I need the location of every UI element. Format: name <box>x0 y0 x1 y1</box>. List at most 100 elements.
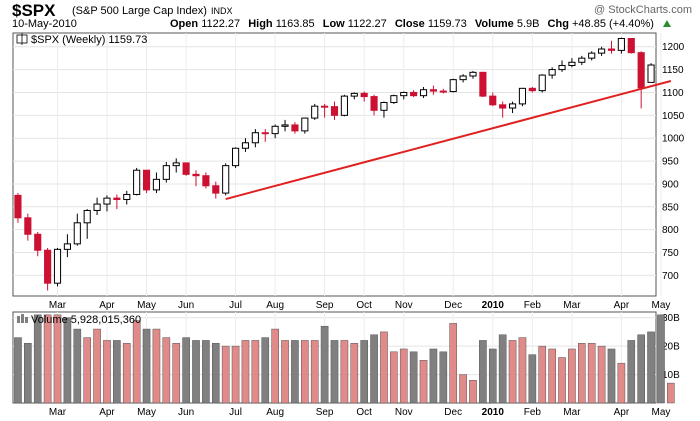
volume-bar <box>449 323 458 404</box>
volume-bar <box>33 314 42 404</box>
volume-bar <box>617 362 626 404</box>
candle-body <box>598 48 606 54</box>
price-x-tick-label: Jun <box>178 300 194 311</box>
exchange-label: INDX <box>210 6 233 16</box>
volume-value: 5.9B <box>516 18 540 30</box>
volume-x-tick-label: Mar <box>49 407 67 418</box>
price-tick-label: 1150 <box>662 65 684 76</box>
candle <box>63 234 71 258</box>
volume-x-tick-label: Apr <box>99 407 115 418</box>
volume-bar <box>508 340 517 404</box>
volume-bar <box>261 337 270 404</box>
candle-body <box>182 162 190 175</box>
candle-body <box>301 117 309 132</box>
volume-bar <box>271 328 279 404</box>
volume-bar <box>172 343 181 404</box>
candle-body <box>321 105 329 108</box>
volume-bar <box>221 345 230 404</box>
price-tick-label: 950 <box>662 157 679 168</box>
volume-bar <box>93 328 101 404</box>
volume-bar <box>399 348 408 404</box>
price-tick-label: 900 <box>662 179 679 190</box>
volume-x-tick-label: May <box>651 407 670 418</box>
stockcharts-credit[interactable]: @ StockCharts.com <box>594 4 692 16</box>
candle <box>271 124 279 139</box>
candle <box>202 172 210 189</box>
close-value: 1159.73 <box>427 18 467 30</box>
volume-bar <box>162 337 171 404</box>
candle <box>281 119 289 132</box>
candle-body <box>93 203 101 211</box>
volume-bar <box>429 348 438 404</box>
candle <box>429 85 437 95</box>
up-arrow-icon <box>662 20 671 27</box>
legend-volume-icon <box>21 314 24 323</box>
volume-bar <box>370 334 378 404</box>
volume-label: Volume <box>474 18 514 30</box>
volume-bar <box>647 331 655 404</box>
candle-body <box>44 249 52 284</box>
description-text: (S&P 500 Large Cap Index) <box>72 5 207 17</box>
volume-bar <box>83 337 92 404</box>
candle <box>172 158 180 173</box>
candle <box>499 101 507 118</box>
candle <box>73 213 81 246</box>
legend-volume-icon <box>25 317 28 323</box>
candle-body <box>311 105 319 119</box>
candle <box>340 94 348 117</box>
low-value: 1122.27 <box>347 18 387 30</box>
volume-bar <box>43 314 52 404</box>
candle <box>627 37 635 54</box>
volume-x-tick-label: Dec <box>444 407 462 418</box>
volume-bar <box>291 340 299 404</box>
candle-body <box>588 52 596 59</box>
candle-body <box>380 102 388 111</box>
price-x-tick-label: May <box>137 300 156 311</box>
candle-body <box>439 90 447 93</box>
candle-body <box>192 173 200 177</box>
candle <box>83 209 91 239</box>
candle <box>44 247 52 291</box>
price-tick-label: 750 <box>662 248 679 259</box>
volume-bar <box>637 334 645 404</box>
candle-body <box>499 104 507 109</box>
price-x-tick-label: May <box>651 300 670 311</box>
candle <box>400 91 408 100</box>
candle-body <box>410 91 418 97</box>
volume-bar <box>192 340 200 404</box>
volume-bar <box>24 343 32 404</box>
candle-body <box>152 178 161 191</box>
candle <box>410 90 418 98</box>
volume-bar <box>122 343 131 404</box>
candle <box>360 91 368 102</box>
volume-bar <box>568 348 576 404</box>
candle <box>390 94 398 104</box>
volume-bar <box>14 337 22 404</box>
candle-body <box>232 147 240 167</box>
candle <box>508 101 517 114</box>
symbol: $SPX <box>12 1 56 20</box>
volume-bar <box>390 351 398 404</box>
volume-bar <box>152 328 161 404</box>
candle-body <box>518 87 527 105</box>
candle <box>123 190 131 205</box>
candle-body <box>202 175 210 187</box>
candle-body <box>271 125 279 135</box>
volume-bar <box>518 337 527 404</box>
volume-bar <box>419 360 428 404</box>
candle-body <box>469 71 477 77</box>
volume-bar <box>469 380 477 404</box>
candle-body <box>627 37 635 54</box>
candle <box>459 74 467 83</box>
candle-body <box>340 95 348 116</box>
candle-body <box>459 75 467 81</box>
volume-tick-label: 30B <box>662 313 680 324</box>
candle <box>568 58 576 68</box>
volume-bar <box>251 340 260 404</box>
price-tick-label: 1100 <box>662 88 684 99</box>
volume-bar <box>627 340 636 404</box>
candle <box>538 74 546 93</box>
candle-body <box>123 193 131 200</box>
candle <box>34 231 42 257</box>
